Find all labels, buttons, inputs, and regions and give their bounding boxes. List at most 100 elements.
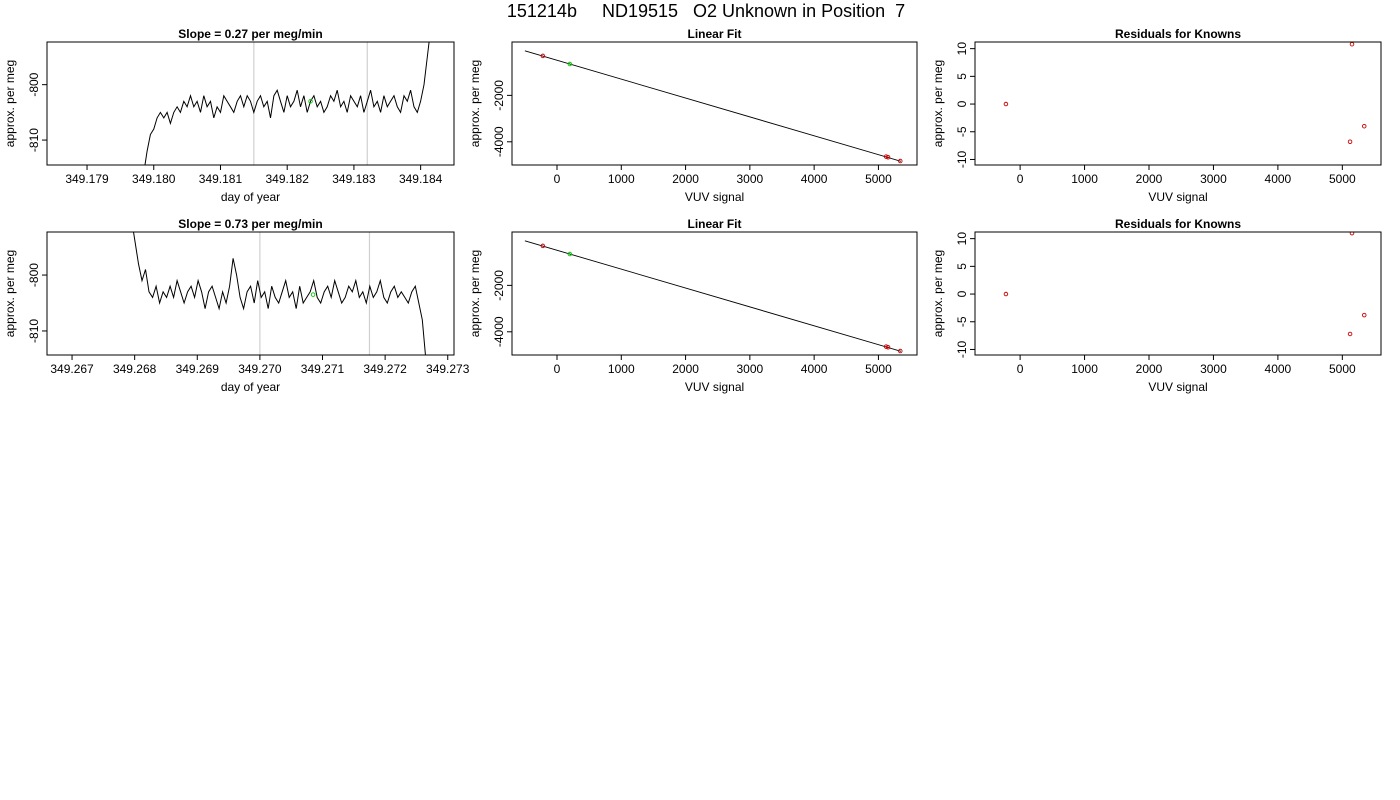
y-axis-label: approx. per meg (468, 60, 482, 147)
known-point (1361, 123, 1367, 129)
known-point (885, 154, 891, 160)
y-tick-label: -810 (27, 128, 41, 152)
x-tick-label: 3000 (1200, 172, 1227, 186)
chart-title: Residuals for Knowns (1115, 27, 1241, 41)
x-tick-label: 4000 (801, 172, 828, 186)
plot-area (524, 50, 903, 164)
plot-area (144, 42, 430, 165)
known-point (883, 344, 889, 349)
y-tick-label: -5 (955, 126, 969, 137)
x-tick-label: 1000 (608, 362, 635, 376)
fit-line (524, 50, 902, 162)
x-tick-label: 349.182 (266, 172, 310, 186)
plot-area (524, 240, 903, 354)
known-point (1349, 232, 1355, 236)
x-tick-label: 4000 (1265, 172, 1292, 186)
y-axis-label: approx. per meg (468, 250, 482, 337)
x-tick-label: 349.180 (132, 172, 176, 186)
plot-frame (511, 231, 918, 356)
unknown-point (567, 251, 573, 257)
x-tick-label: 349.184 (399, 172, 443, 186)
plot-frame (46, 41, 455, 166)
chart-panel-4: 349.267 349.268 349.269 349.270 349.271 349.2… (3, 217, 470, 394)
y-tick-label: 0 (955, 100, 969, 107)
x-tick-label: 0 (554, 172, 561, 186)
x-tick-label: 349.271 (301, 362, 345, 376)
x-tick-label: 2000 (672, 172, 699, 186)
x-tick-label: 2000 (1136, 362, 1163, 376)
known-point (540, 243, 546, 249)
x-axis-label: VUV signal (685, 380, 744, 394)
x-tick-label: 349.272 (363, 362, 407, 376)
x-tick-label: 5000 (1329, 172, 1356, 186)
x-axis-label: VUV signal (1148, 190, 1207, 204)
chart-title: Slope = 0.27 per meg/min (178, 27, 322, 41)
x-axis-label: day of year (221, 190, 280, 204)
y-tick-label: -2000 (492, 80, 506, 111)
x-tick-label: 2000 (672, 362, 699, 376)
known-point (883, 154, 889, 159)
x-tick-label: 349.181 (199, 172, 243, 186)
x-tick-label: 349.269 (176, 362, 220, 376)
known-point (1347, 331, 1353, 337)
y-tick-label: 0 (955, 290, 969, 297)
known-point (540, 53, 546, 59)
y-tick-label: 5 (955, 263, 969, 270)
chart-panel-6: 0 1000 2000 3000 4000 5000 -10 -5 0 5 10 Residuals … (931, 217, 1382, 394)
known-point (898, 158, 903, 164)
fit-line (524, 240, 902, 352)
known-point (1003, 291, 1009, 297)
x-tick-label: 349.179 (65, 172, 109, 186)
chart-panel-5: 0 1000 2000 3000 4000 5000 -4000 -2000 Linear Fi… (468, 217, 918, 394)
x-tick-label: 349.268 (113, 362, 157, 376)
chart-panel-3: 0 1000 2000 3000 4000 5000 -10 -5 0 5 10 Residuals … (931, 27, 1382, 204)
y-tick-label: 10 (955, 232, 969, 246)
x-tick-label: 3000 (1200, 362, 1227, 376)
chart-panel-1: 349.179 349.180 349.181 349.182 349.183 349.1… (3, 27, 455, 204)
x-tick-label: 5000 (865, 362, 892, 376)
y-tick-label: -4000 (492, 316, 506, 347)
x-tick-label: 2000 (1136, 172, 1163, 186)
x-tick-label: 349.267 (50, 362, 94, 376)
known-point (885, 344, 891, 350)
y-tick-label: 10 (955, 42, 969, 56)
plot-frame (46, 231, 455, 356)
series-line (144, 42, 430, 165)
unknown-point (567, 61, 573, 67)
plot-frame (511, 41, 918, 166)
y-axis-label: approx. per meg (3, 250, 17, 337)
plot-area (1003, 42, 1367, 144)
y-tick-label: -810 (27, 319, 41, 343)
y-tick-label: -10 (955, 150, 969, 168)
x-tick-label: 4000 (1265, 362, 1292, 376)
x-tick-label: 0 (554, 362, 561, 376)
x-tick-label: 5000 (1329, 362, 1356, 376)
chart-title: Linear Fit (687, 217, 741, 231)
y-tick-label: -4000 (492, 126, 506, 157)
x-tick-label: 349.270 (238, 362, 282, 376)
plot-area (1003, 232, 1367, 337)
x-tick-label: 0 (1017, 172, 1024, 186)
known-point (1361, 312, 1367, 318)
x-tick-label: 4000 (801, 362, 828, 376)
x-axis-label: VUV signal (1148, 380, 1207, 394)
plot-frame (974, 41, 1382, 166)
series-line (133, 232, 426, 355)
x-tick-label: 1000 (1071, 362, 1098, 376)
chart-title: Slope = 0.73 per meg/min (178, 217, 322, 231)
y-tick-label: -800 (27, 263, 41, 287)
known-point (898, 348, 903, 354)
y-tick-label: -10 (955, 340, 969, 358)
chart-title: Residuals for Knowns (1115, 217, 1241, 231)
y-axis-label: approx. per meg (931, 60, 945, 147)
unknown-point (310, 292, 316, 297)
known-point (1347, 139, 1353, 144)
plot-frame (974, 231, 1382, 356)
x-tick-label: 3000 (737, 362, 764, 376)
page-title: 151214b ND19515 O2 Unknown in Position 7 (506, 1, 906, 21)
y-tick-label: -800 (27, 72, 41, 96)
x-tick-label: 0 (1017, 362, 1024, 376)
x-tick-label: 1000 (1071, 172, 1098, 186)
x-axis-label: VUV signal (685, 190, 744, 204)
